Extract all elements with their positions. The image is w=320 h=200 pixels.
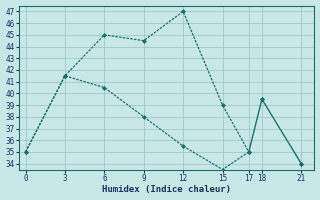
X-axis label: Humidex (Indice chaleur): Humidex (Indice chaleur) <box>102 185 231 194</box>
